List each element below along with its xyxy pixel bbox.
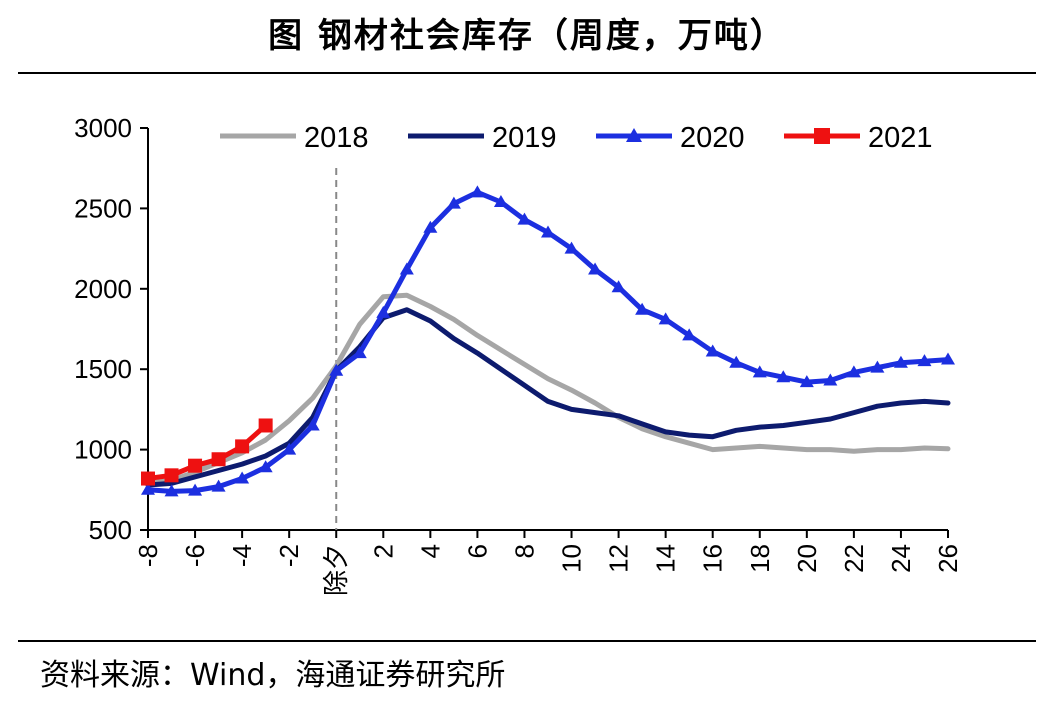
data-point-2020 — [141, 482, 155, 495]
data-point-2020 — [729, 355, 744, 368]
y-tick-label: 2500 — [74, 193, 132, 223]
data-point-2020 — [423, 220, 438, 233]
data-point-2020 — [564, 241, 579, 254]
data-point-2020 — [470, 185, 485, 198]
y-tick-label: 2000 — [74, 274, 132, 304]
legend-label-2020: 2020 — [680, 122, 745, 154]
y-tick-label: 500 — [89, 515, 132, 545]
x-tick-label: 除夕 — [321, 544, 351, 596]
x-tick-label: 6 — [462, 544, 492, 558]
data-point-2020 — [493, 194, 508, 207]
y-tick-label: 1000 — [74, 435, 132, 465]
x-tick-label: 24 — [886, 544, 916, 573]
x-tick-label: 20 — [792, 544, 822, 573]
data-point-2020 — [776, 370, 791, 383]
series-lines — [141, 185, 955, 497]
data-point-2020 — [870, 360, 885, 373]
data-point-2020 — [588, 262, 603, 275]
data-point-2020 — [305, 418, 320, 431]
data-point-2020 — [846, 365, 861, 378]
data-point-2020 — [164, 484, 179, 497]
y-tick-label: 1500 — [74, 354, 132, 384]
x-tick-label: -6 — [180, 544, 210, 567]
data-point-2020 — [235, 471, 250, 484]
data-point-2020 — [893, 355, 908, 368]
x-tick-label: -8 — [133, 544, 163, 567]
data-point-2020 — [258, 460, 273, 473]
x-tick-label: -4 — [227, 544, 257, 567]
data-point-2020 — [282, 442, 297, 455]
data-point-2020 — [635, 302, 650, 315]
data-point-2020 — [517, 212, 532, 225]
x-tick-label: 8 — [509, 544, 539, 558]
data-point-2020 — [658, 312, 673, 325]
data-point-2021 — [211, 452, 226, 467]
x-tick-label: 12 — [604, 544, 634, 573]
title-rule — [18, 72, 1036, 74]
series-line-2018 — [145, 292, 951, 486]
source-note: 资料来源：Wind，海通证券研究所 — [40, 658, 506, 693]
data-point-2021 — [235, 439, 250, 454]
x-tick-label: -2 — [274, 544, 304, 567]
x-tick-label: 14 — [651, 544, 681, 573]
chart-title: 图 钢材社会库存（周度，万吨） — [268, 16, 786, 56]
data-point-2020 — [799, 375, 814, 388]
data-point-2020 — [188, 483, 203, 496]
legend-label-2019: 2019 — [492, 122, 557, 154]
data-point-2020 — [541, 225, 555, 238]
series-line-2019 — [145, 307, 951, 488]
data-point-2020 — [682, 328, 697, 341]
legend-label-2021: 2021 — [868, 122, 933, 154]
data-point-2020 — [376, 305, 391, 318]
data-point-2021 — [258, 418, 273, 433]
legend-marker-2021 — [814, 128, 830, 144]
x-tick-label: 16 — [698, 544, 728, 573]
x-tick-label: 22 — [839, 544, 869, 573]
data-point-2020 — [611, 280, 626, 293]
data-point-2020 — [446, 196, 461, 209]
data-point-2020 — [399, 262, 414, 275]
x-tick-label: 10 — [557, 544, 587, 573]
y-tick-label: 3000 — [74, 113, 132, 143]
x-tick-label: 4 — [415, 544, 445, 558]
data-point-2020 — [823, 373, 838, 386]
data-point-2020 — [752, 365, 767, 378]
data-point-2020 — [917, 354, 932, 367]
data-point-2020 — [211, 479, 226, 492]
data-point-2021 — [141, 471, 155, 486]
data-point-2021 — [188, 458, 203, 473]
x-tick-label: 2 — [368, 544, 398, 558]
source-rule — [18, 640, 1036, 642]
data-point-2020 — [329, 363, 344, 376]
x-tick-label: 18 — [745, 544, 775, 573]
legend-label-2018: 2018 — [304, 122, 369, 154]
x-tick-label: 26 — [933, 544, 963, 573]
data-point-2021 — [164, 468, 179, 483]
legend: 2018 2019 2020 2021 — [220, 122, 933, 154]
data-point-2020 — [941, 352, 955, 365]
data-point-2020 — [352, 346, 367, 359]
legend-marker-2020 — [626, 128, 642, 142]
data-point-2020 — [705, 344, 720, 357]
